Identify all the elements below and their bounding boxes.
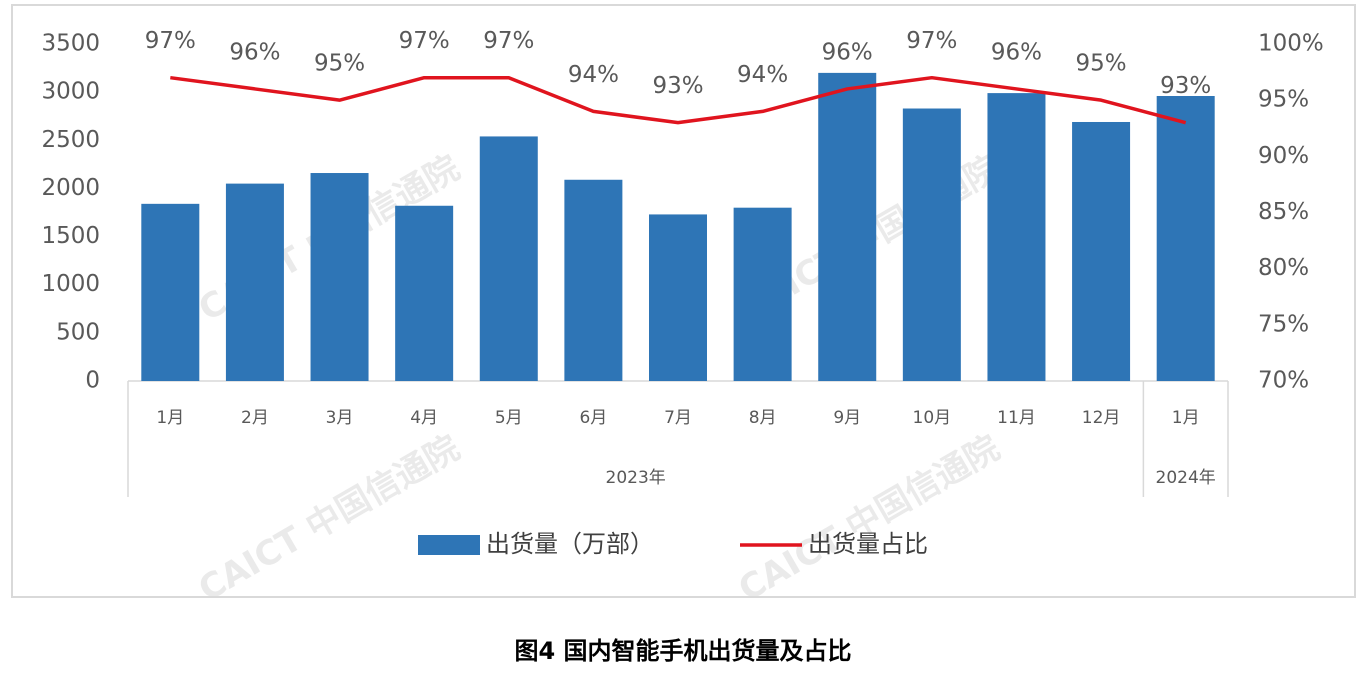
data-label: 95% xyxy=(314,51,365,77)
y2-tick-label: 100% xyxy=(1258,31,1324,57)
data-label: 97% xyxy=(906,28,957,54)
y-tick-label: 2500 xyxy=(41,127,100,153)
data-label: 96% xyxy=(991,39,1042,65)
data-label: 96% xyxy=(822,39,873,65)
y-tick-label: 1000 xyxy=(41,271,100,297)
bar xyxy=(141,203,200,381)
bar xyxy=(310,173,369,381)
x-tick-label: 3月 xyxy=(326,408,354,428)
y2-tick-label: 75% xyxy=(1258,311,1309,337)
bar xyxy=(1156,95,1215,381)
x-tick-label: 6月 xyxy=(579,408,607,428)
x-tick-label: 10月 xyxy=(913,408,952,428)
y2-tick-label: 80% xyxy=(1258,255,1309,281)
x-tick-label: 5月 xyxy=(495,408,523,428)
y2-tick-label: 90% xyxy=(1258,143,1309,169)
bar xyxy=(479,136,538,381)
watermark: CAICT 中国信通院 xyxy=(192,428,467,610)
x-tick-label: 7月 xyxy=(664,408,692,428)
data-label: 93% xyxy=(652,73,703,99)
line xyxy=(170,75,1187,125)
y-tick-label: 3000 xyxy=(41,79,100,105)
group-label: 2024年 xyxy=(1156,468,1216,488)
watermark: CAICT 中国信通院 xyxy=(732,428,1007,610)
bar xyxy=(564,179,623,381)
legend-label: 出货量（万部） xyxy=(486,530,654,558)
data-label: 97% xyxy=(145,28,196,54)
caption: 图4 国内智能手机出货量及占比 xyxy=(514,637,851,665)
bar xyxy=(395,205,454,381)
bar xyxy=(649,214,707,381)
data-label: 94% xyxy=(737,62,788,88)
x-tick-label: 9月 xyxy=(833,408,861,428)
bar xyxy=(1072,121,1131,382)
x-tick-label: 11月 xyxy=(997,408,1036,428)
legend-swatch xyxy=(418,535,480,555)
x-tick-label: 12月 xyxy=(1082,408,1121,428)
data-label: 96% xyxy=(229,39,280,65)
data-label: 93% xyxy=(1160,73,1211,99)
y-tick-label: 2000 xyxy=(41,175,100,201)
x-tick-label: 2月 xyxy=(241,408,269,428)
bar xyxy=(987,93,1046,381)
y-tick-label: 3500 xyxy=(41,31,100,57)
y-tick-label: 1500 xyxy=(41,223,100,249)
x-tick-label: 1月 xyxy=(156,408,184,428)
bar xyxy=(225,183,284,381)
y-tick-label: 500 xyxy=(56,319,100,345)
x-tick-label: 4月 xyxy=(410,408,438,428)
bar xyxy=(902,108,961,382)
bar xyxy=(818,72,877,381)
group-label: 2023年 xyxy=(606,468,666,488)
y2-tick-label: 70% xyxy=(1258,368,1309,394)
bar xyxy=(733,207,792,381)
x-tick-label: 8月 xyxy=(749,408,777,428)
y-tick-label: 0 xyxy=(85,368,100,394)
x-tick-label: 1月 xyxy=(1172,408,1200,428)
data-label: 97% xyxy=(483,28,534,54)
y2-tick-label: 95% xyxy=(1258,87,1309,113)
data-label: 95% xyxy=(1076,51,1127,77)
legend-label: 出货量占比 xyxy=(808,530,928,558)
data-label: 94% xyxy=(568,62,619,88)
y2-tick-label: 85% xyxy=(1258,199,1309,225)
data-label: 97% xyxy=(399,28,450,54)
chart-frame xyxy=(11,4,1356,598)
